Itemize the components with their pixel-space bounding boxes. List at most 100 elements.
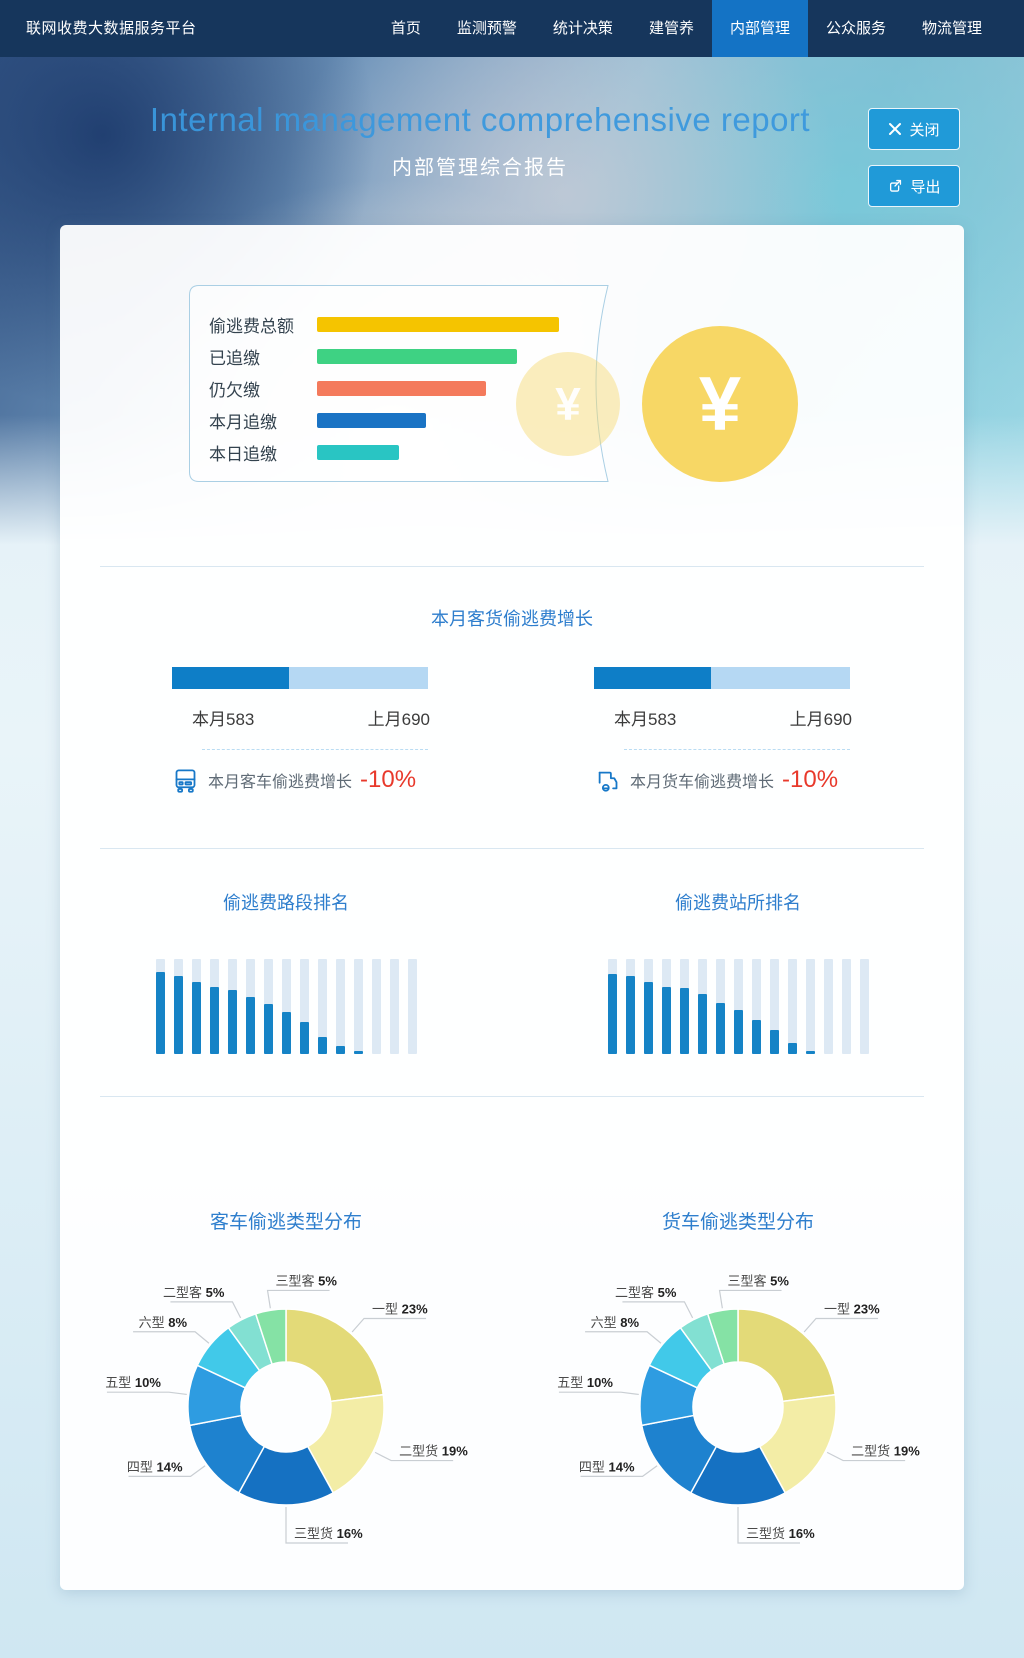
nav-item-建管养[interactable]: 建管养 bbox=[648, 20, 694, 37]
donut-label-leader bbox=[558, 1391, 639, 1396]
rank-bar-track bbox=[407, 959, 417, 1054]
growth-caption: 本月货车偷逃费增长 bbox=[630, 774, 775, 791]
donut-slice-label: 二型货 19% bbox=[399, 1444, 468, 1459]
donut-label-leader bbox=[580, 1465, 658, 1477]
rank-bar-track bbox=[697, 959, 707, 1054]
growth-progress-fill bbox=[594, 667, 712, 689]
donut-label-leader bbox=[585, 1331, 662, 1344]
report-title-en: Internal management comprehensive report bbox=[149, 101, 811, 138]
rank-bar-fill bbox=[733, 1010, 743, 1054]
export-button[interactable]: 导出 bbox=[868, 165, 960, 207]
report-card: 偷逃费总额 已追缴 仍欠缴 本月追缴 本日追缴 ¥ ¥ 本月客货偷逃费增长 本月583 上… bbox=[60, 225, 964, 1590]
rank-bar-track bbox=[191, 959, 201, 1054]
rank-bar-track bbox=[245, 959, 255, 1054]
growth-section-title: 本月客货偷逃费增长 bbox=[431, 609, 593, 629]
bus-distribution-title: 客车偷逃类型分布 bbox=[209, 1212, 362, 1233]
rank-bar-track bbox=[841, 959, 851, 1054]
report-header: Internal management comprehensive report… bbox=[0, 57, 1024, 225]
nav-item-内部管理[interactable]: 内部管理 bbox=[711, 0, 808, 57]
nav-item-统计决策[interactable]: 统计决策 bbox=[552, 20, 613, 37]
summary-row: 已追缴 bbox=[209, 349, 617, 368]
rank-bar-track bbox=[715, 959, 725, 1054]
rank-bar-track bbox=[227, 959, 237, 1054]
nav-menu: 首页 监测预警 统计决策 建管养 内部管理 公众服务 物流管理 bbox=[373, 0, 1000, 57]
distribution-section: 客车偷逃类型分布 一型 23% 二型货 19% 三型货 16% 四型 14% 五型 10… bbox=[60, 1207, 964, 1576]
donut-slice-三型客 bbox=[254, 1308, 287, 1366]
growth-caption-row: 本月客车偷逃费增长 -10% bbox=[172, 766, 430, 794]
growth-card: 本月583 上月690 本月客车偷逃费增长 -10% bbox=[172, 667, 430, 794]
rank-bar-track bbox=[643, 959, 653, 1054]
rank-bar-track bbox=[751, 959, 761, 1054]
growth-cards-row: 本月583 上月690 本月客车偷逃费增长 -10% 本月583 上月690 本月货车偷逃费… bbox=[60, 667, 964, 794]
rank-bar-fill bbox=[679, 988, 689, 1054]
nav-item-首页[interactable]: 首页 bbox=[390, 20, 421, 37]
nav-item-监测预警[interactable]: 监测预警 bbox=[456, 20, 517, 37]
donut-label-leader bbox=[128, 1465, 206, 1477]
rank-bar-fill bbox=[191, 981, 201, 1054]
nav-item-物流管理[interactable]: 物流管理 bbox=[921, 20, 982, 37]
bus-distribution-donut: 一型 23% 二型货 19% 三型货 16% 四型 14% 五型 10% 六型 8% 二型客… bbox=[60, 1266, 512, 1576]
donut-chart: 一型 23% 二型货 19% 三型货 16% 四型 14% 五型 10% 六型 8% 二型客… bbox=[557, 1273, 920, 1544]
summary-row-label: 本月追缴 bbox=[209, 413, 277, 432]
rank-bar-track bbox=[263, 959, 273, 1054]
growth-delta: -10% bbox=[782, 766, 839, 793]
report-title-zh: 内部管理综合报告 bbox=[392, 157, 568, 179]
donut-slice-一型 bbox=[737, 1308, 837, 1403]
yen-coin-large: ¥ bbox=[642, 326, 798, 482]
donut-slice-label: 五型 10% bbox=[105, 1375, 161, 1390]
summary-row: 仍欠缴 bbox=[209, 381, 617, 400]
donut-label-leader bbox=[351, 1317, 427, 1333]
donut-slice-label: 二型客 5% bbox=[615, 1285, 677, 1300]
rank-bar-fill bbox=[661, 986, 671, 1054]
rank-bar-track bbox=[859, 959, 869, 1054]
donut-label-leader bbox=[803, 1317, 879, 1333]
rank-bar-fill bbox=[625, 976, 635, 1054]
donut-slice-label: 三型货 16% bbox=[294, 1526, 363, 1541]
donut-slice-label: 六型 8% bbox=[139, 1315, 188, 1330]
summary-row-bar bbox=[317, 413, 426, 428]
donut-label-leader bbox=[170, 1301, 242, 1319]
growth-values: 本月583 上月690 bbox=[594, 705, 852, 730]
growth-card: 本月583 上月690 本月货车偷逃费增长 -10% bbox=[594, 667, 852, 794]
growth-progress-fill bbox=[172, 667, 290, 689]
donut-slice-label: 一型 23% bbox=[372, 1301, 428, 1316]
yen-symbol: ¥ bbox=[698, 361, 742, 447]
rank-bar-track bbox=[625, 959, 635, 1054]
donut-slice-label: 二型客 5% bbox=[163, 1285, 225, 1300]
current-month-value: 本月583 bbox=[614, 710, 677, 729]
bus-distribution-column: 客车偷逃类型分布 一型 23% 二型货 19% 三型货 16% 四型 14% 五型 10… bbox=[60, 1207, 512, 1576]
rank-bar-fill bbox=[209, 986, 219, 1054]
divider bbox=[100, 566, 924, 567]
bus-icon bbox=[172, 767, 199, 794]
rank-bar-fill bbox=[643, 981, 653, 1054]
growth-section: 本月客货偷逃费增长 本月583 上月690 本月客车偷逃费增长 -10% 本月583 上月… bbox=[60, 605, 964, 848]
station-ranking-chart bbox=[607, 959, 869, 1054]
donut-slice-label: 三型货 16% bbox=[746, 1526, 815, 1541]
donut-slice-二型货 bbox=[758, 1393, 837, 1494]
close-button[interactable]: 关闭 bbox=[868, 108, 960, 150]
divider bbox=[100, 1096, 924, 1097]
station-ranking-column: 偷逃费站所排名 bbox=[512, 889, 964, 1054]
rank-bar-fill bbox=[281, 1012, 291, 1054]
donut-slice-label: 一型 23% bbox=[824, 1301, 880, 1316]
previous-month-value: 上月690 bbox=[367, 710, 430, 729]
rank-bar-track bbox=[155, 959, 165, 1054]
rank-bar-track bbox=[299, 959, 309, 1054]
road-ranking-title: 偷逃费路段排名 bbox=[223, 893, 349, 913]
divider bbox=[100, 848, 924, 849]
rank-bar-track bbox=[353, 959, 363, 1054]
growth-caption-row: 本月货车偷逃费增长 -10% bbox=[594, 766, 852, 794]
donut-label-leader bbox=[266, 1289, 330, 1309]
donut-slice-label: 三型客 5% bbox=[276, 1273, 338, 1288]
donut-label-leader bbox=[285, 1507, 348, 1544]
app-brand: 联网收费大数据服务平台 bbox=[26, 20, 197, 37]
rank-bar-fill bbox=[607, 974, 617, 1054]
donut-label-leader bbox=[374, 1451, 454, 1462]
rank-bar-track bbox=[389, 959, 399, 1054]
rank-bar-track bbox=[281, 959, 291, 1054]
rank-bar-track bbox=[787, 959, 797, 1054]
truck-icon bbox=[594, 767, 621, 794]
rank-bar-fill bbox=[263, 1003, 273, 1054]
rank-bar-track bbox=[805, 959, 815, 1054]
nav-item-公众服务[interactable]: 公众服务 bbox=[825, 20, 886, 37]
